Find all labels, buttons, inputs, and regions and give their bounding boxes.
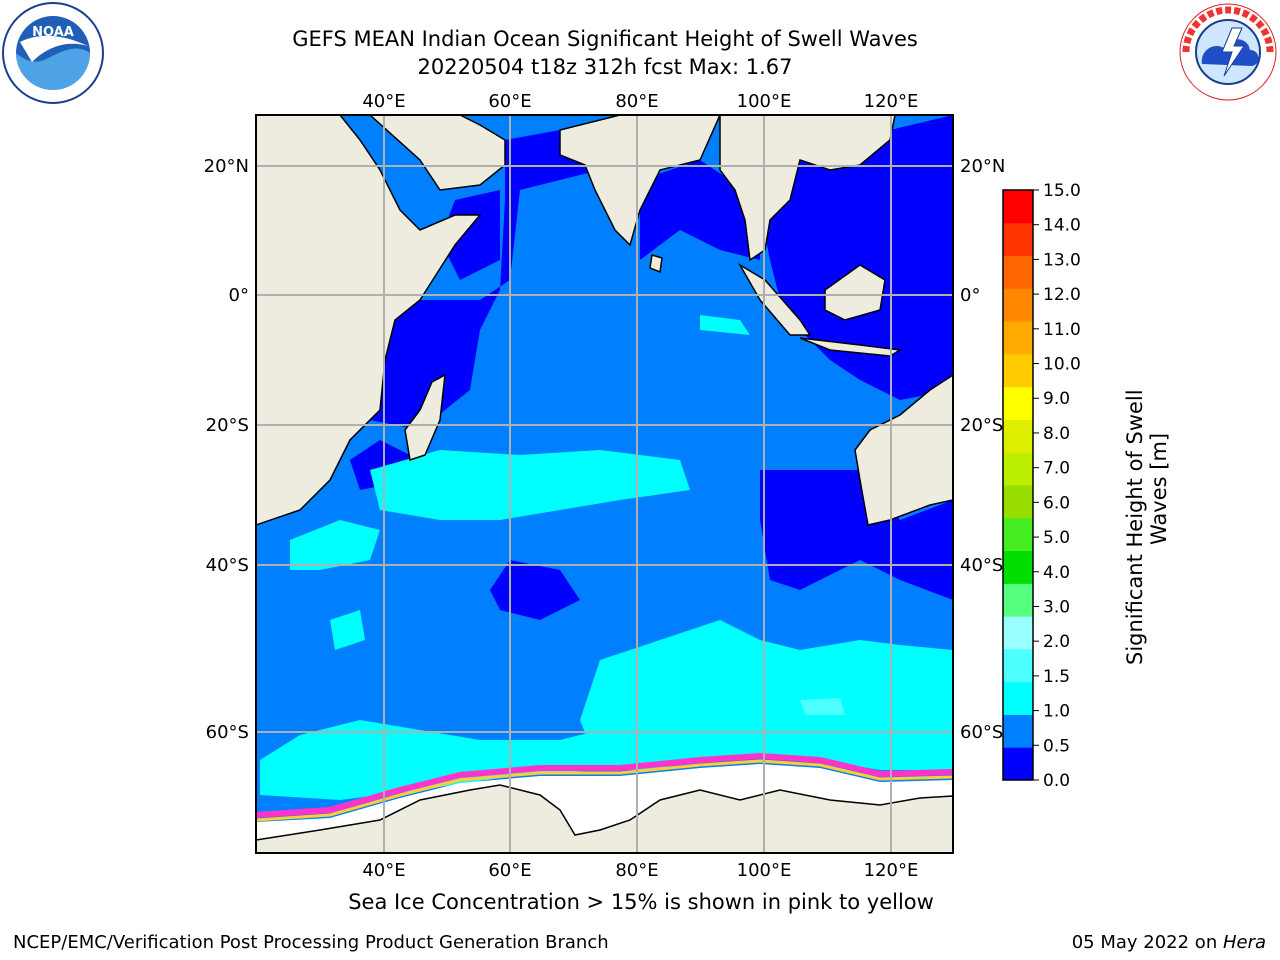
- lon-label-bottom: 60°E: [488, 860, 531, 881]
- lon-labels-bottom: 40°E 60°E 80°E 100°E 120°E: [362, 860, 918, 881]
- sea-ice-note: Sea Ice Concentration > 15% is shown in …: [348, 890, 934, 914]
- lon-label-bottom: 120°E: [864, 860, 919, 881]
- colorbar-swatch: [1003, 321, 1033, 355]
- colorbar-swatch: [1003, 714, 1033, 748]
- colorbar: 0.0 0.5 1.0 1.5 2.0 3.0 4.0 5.0 6.0 7.0 8.0 9.0 10.0…: [1002, 181, 1170, 790]
- colorbar-swatch: [1003, 386, 1033, 420]
- colorbar-swatch: [1003, 681, 1033, 715]
- colorbar-swatch: [1003, 517, 1033, 552]
- swell-0-0.5-regions: [350, 115, 953, 620]
- map-frame: [255, 114, 954, 854]
- colorbar-tick-label: 2.0: [1043, 632, 1070, 652]
- colorbar-tick-label: 6.0: [1043, 493, 1070, 513]
- colorbar-swatch: [1003, 419, 1033, 453]
- colorbar-swatch: [1003, 616, 1033, 650]
- noaa-logo-icon: NOAA: [2, 2, 104, 104]
- colorbar-frame: [1002, 189, 1034, 781]
- colorbar-swatch: [1003, 452, 1033, 486]
- colorbar-swatch: [1003, 485, 1033, 519]
- title-line-1: GEFS MEAN Indian Ocean Significant Heigh…: [292, 27, 918, 51]
- colorbar-tick-label: 0.5: [1043, 736, 1070, 756]
- lon-label-top: 100°E: [737, 91, 792, 112]
- footer-date-text: 05 May 2022 on: [1071, 932, 1223, 953]
- colorbar-tick-label: 5.0: [1043, 528, 1070, 548]
- lat-label-right: 20°N: [960, 156, 1005, 177]
- colorbar-tick-label: 15.0: [1043, 181, 1081, 201]
- lat-label-left: 20°N: [204, 156, 249, 177]
- ice-edge-yellow: [256, 759, 953, 822]
- lat-label-left: 0°: [229, 285, 249, 306]
- colorbar-swatch: [1003, 353, 1033, 388]
- lat-label-right: 0°: [960, 285, 980, 306]
- noaa-logo-text: NOAA: [32, 25, 74, 40]
- title-line-2: 20220504 t18z 312h fcst Max: 1.67: [417, 55, 793, 79]
- colorbar-swatch: [1003, 550, 1033, 584]
- map-plot-area: [256, 115, 953, 853]
- lat-labels-right: 20°N 0° 20°S 40°S 60°S: [960, 156, 1005, 743]
- lon-label-top: 120°E: [864, 91, 919, 112]
- colorbar-swatch: [1003, 583, 1033, 617]
- colorbar-swatch: [1003, 648, 1033, 683]
- footer-date: 05 May 2022 on Hera: [1072, 932, 1266, 953]
- map-gridlines: [256, 115, 953, 853]
- lat-label-right: 60°S: [960, 722, 1003, 743]
- lat-labels-left: 20°N 0° 20°S 40°S 60°S: [204, 156, 249, 743]
- colorbar-swatch: [1003, 747, 1033, 781]
- colorbar-swatch: [1003, 255, 1033, 289]
- colorbar-tick-label: 12.0: [1043, 285, 1081, 305]
- lon-label-top: 40°E: [362, 91, 405, 112]
- lon-label-top: 80°E: [615, 91, 658, 112]
- colorbar-tick-label: 8.0: [1043, 424, 1070, 444]
- colorbar-tick-label: 3.0: [1043, 597, 1070, 617]
- colorbar-tick-label: 14.0: [1043, 216, 1081, 236]
- colorbar-tick-label: 11.0: [1043, 320, 1081, 340]
- lat-label-left: 20°S: [206, 415, 249, 436]
- lon-labels-top: 40°E 60°E 80°E 100°E 120°E: [362, 91, 918, 112]
- colorbar-tick-label: 0.0: [1043, 771, 1070, 790]
- lon-label-bottom: 80°E: [615, 860, 658, 881]
- colorbar-tick-label: 13.0: [1043, 250, 1081, 270]
- colorbar-tick-label: 9.0: [1043, 389, 1070, 409]
- colorbar-tick-label: 10.0: [1043, 355, 1081, 375]
- ice-edge-pink: [256, 752, 953, 818]
- footer-branch: NCEP/EMC/Verification Post Processing Pr…: [13, 932, 609, 953]
- lon-label-bottom: 40°E: [362, 860, 405, 881]
- colorbar-tick-label: 7.0: [1043, 459, 1070, 479]
- swell-1.5-2.0-region: [800, 698, 845, 715]
- colorbar-ticks: 0.0 0.5 1.0 1.5 2.0 3.0 4.0 5.0 6.0 7.0 8.0 9.0 10.0…: [1033, 181, 1081, 790]
- colorbar-label-line-1: Significant Height of Swell: [1123, 389, 1147, 665]
- footer-machine: Hera: [1222, 932, 1266, 953]
- colorbar-swatch: [1003, 222, 1033, 257]
- colorbar-swatches: [1003, 190, 1033, 781]
- lon-label-bottom: 100°E: [737, 860, 792, 881]
- colorbar-swatch: [1003, 288, 1033, 322]
- colorbar-tick-label: 1.5: [1043, 667, 1070, 687]
- lat-label-right: 40°S: [960, 555, 1003, 576]
- colorbar-swatch: [1003, 190, 1033, 224]
- lon-label-top: 60°E: [488, 91, 531, 112]
- lat-label-left: 40°S: [206, 555, 249, 576]
- lat-label-left: 60°S: [206, 722, 249, 743]
- colorbar-tick-label: 4.0: [1043, 563, 1070, 583]
- lat-label-right: 20°S: [960, 415, 1003, 436]
- national-weather-service-logo-icon: [1179, 3, 1277, 101]
- colorbar-label-line-2: Waves [m]: [1147, 433, 1170, 545]
- colorbar-tick-label: 1.0: [1043, 702, 1070, 722]
